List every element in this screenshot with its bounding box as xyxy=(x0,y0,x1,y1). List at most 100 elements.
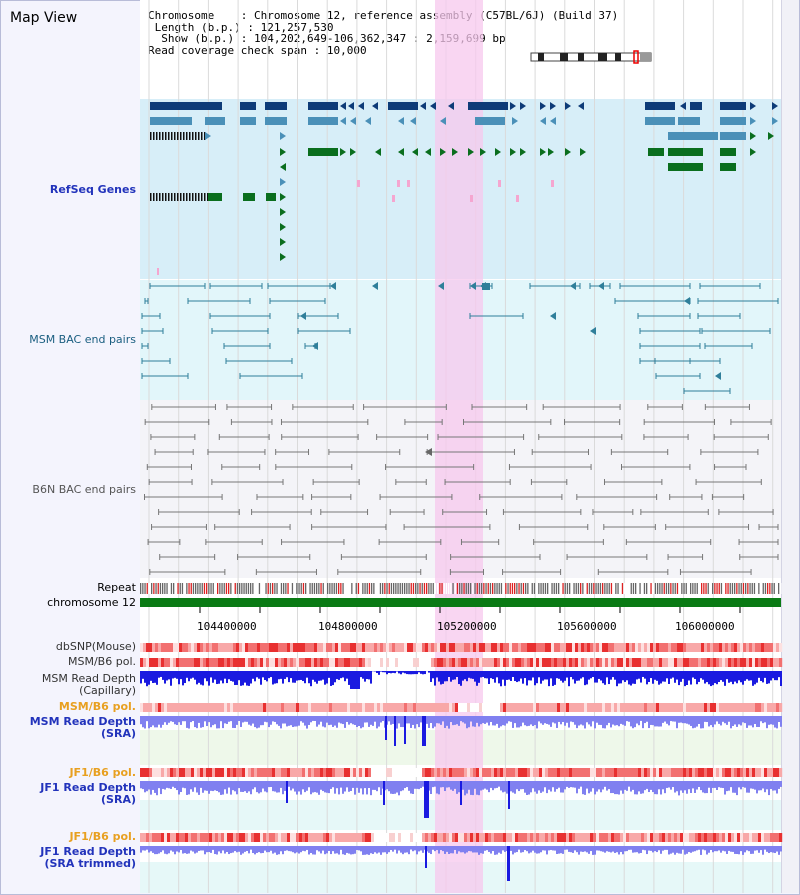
polymorphism-cell xyxy=(188,833,192,842)
polymorphism-cell xyxy=(305,658,309,667)
read-depth-bar xyxy=(352,781,354,788)
polymorphism-cell xyxy=(350,768,354,777)
read-depth-bar xyxy=(510,716,512,722)
polymorphism-cell xyxy=(254,703,258,712)
read-depth-bar xyxy=(380,781,382,795)
read-depth-bar xyxy=(172,671,174,679)
read-depth-bar xyxy=(576,781,578,794)
repeat-element xyxy=(522,583,525,594)
polymorphism-cell xyxy=(638,703,642,712)
snp-marker xyxy=(157,268,159,275)
polymorphism-cell xyxy=(557,643,561,652)
repeat-element xyxy=(496,583,498,594)
read-depth-bar xyxy=(406,781,408,788)
gene-strand-arrow xyxy=(750,148,756,156)
polymorphism-cell xyxy=(410,833,414,842)
polymorphism-cell xyxy=(425,658,429,667)
read-depth-bar xyxy=(466,716,468,729)
repeat-element xyxy=(298,583,300,594)
read-depth-bar xyxy=(362,716,364,728)
read-depth-bar xyxy=(246,671,248,686)
polymorphism-cell xyxy=(395,703,399,712)
polymorphism-cell xyxy=(503,658,507,667)
read-depth-bar xyxy=(506,671,508,680)
read-depth-bar xyxy=(568,781,570,788)
polymorphism-cell xyxy=(494,643,498,652)
read-depth-bar xyxy=(374,846,376,853)
polymorphism-cell xyxy=(713,833,717,842)
read-depth-bar xyxy=(286,671,288,678)
repeat-element xyxy=(329,583,331,594)
read-depth-bar xyxy=(274,846,276,853)
read-depth-bar xyxy=(430,781,432,795)
read-depth-bar xyxy=(378,671,380,675)
polymorphism-cell xyxy=(299,703,303,712)
polymorphism-cell xyxy=(659,658,663,667)
repeat-element xyxy=(742,583,745,594)
repeat-element xyxy=(294,583,296,594)
polymorphism-cell xyxy=(713,658,717,667)
read-depth-bar xyxy=(688,671,690,681)
repeat-element xyxy=(775,583,778,594)
polymorphism-cell xyxy=(551,833,555,842)
read-depth-bar xyxy=(194,716,196,728)
polymorphism-cell xyxy=(617,833,621,842)
read-depth-bar xyxy=(434,716,436,727)
read-depth-bar xyxy=(474,671,476,682)
polymorphism-cell xyxy=(521,703,525,712)
read-depth-bar xyxy=(592,781,594,789)
polymorphism-cell xyxy=(665,658,669,667)
read-depth-bar xyxy=(354,846,356,854)
read-depth-bar xyxy=(502,781,504,793)
read-depth-bar xyxy=(546,781,548,794)
polymorphism-cell xyxy=(461,643,465,652)
read-depth-bar xyxy=(454,781,456,789)
read-depth-bar xyxy=(512,846,514,855)
repeat-element xyxy=(419,583,421,594)
polymorphism-cell xyxy=(686,768,690,777)
polymorphism-cell xyxy=(758,658,762,667)
read-depth-bar xyxy=(274,716,276,722)
read-depth-bar xyxy=(252,716,254,724)
polymorphism-cell xyxy=(473,768,477,777)
read-depth-bar xyxy=(430,671,432,682)
read-depth-bar xyxy=(504,671,506,686)
ideogram-band xyxy=(640,53,651,61)
gene-strand-arrow xyxy=(280,208,286,216)
polymorphism-cell xyxy=(194,643,198,652)
polymorphism-cell xyxy=(497,833,501,842)
polymorphism-cell xyxy=(389,768,393,777)
polymorphism-cell xyxy=(488,768,492,777)
polymorphism-cell xyxy=(272,833,276,842)
polymorphism-cell xyxy=(365,703,369,712)
read-depth-bar xyxy=(142,716,144,728)
gene-strand-arrow xyxy=(565,148,571,156)
read-depth-bar xyxy=(206,716,208,727)
read-depth-bar xyxy=(552,781,554,788)
read-depth-bar xyxy=(768,781,770,796)
read-depth-bar xyxy=(648,671,650,683)
read-depth-bar xyxy=(216,716,218,729)
read-depth-bar xyxy=(636,781,638,795)
polymorphism-cell xyxy=(398,643,402,652)
read-depth-bar xyxy=(328,671,330,678)
repeat-element xyxy=(245,583,247,594)
read-depth-bar xyxy=(760,846,762,851)
polymorphism-cell xyxy=(737,703,741,712)
read-depth-bar xyxy=(226,846,228,853)
read-depth-bar xyxy=(272,781,274,792)
read-depth-bar xyxy=(334,781,336,794)
view-title: Map View xyxy=(10,10,78,26)
read-depth-bar xyxy=(188,781,190,795)
msm-depth-sra-label-1: MSM Read Depth xyxy=(29,715,136,728)
polymorphism-cell xyxy=(563,643,567,652)
read-depth-bar xyxy=(260,671,262,685)
vertical-scrollbar[interactable] xyxy=(781,0,799,893)
read-depth-bar xyxy=(228,846,230,855)
repeat-element xyxy=(465,583,467,594)
polymorphism-cell xyxy=(368,703,372,712)
polymorphism-cell xyxy=(572,658,576,667)
polymorphism-cell xyxy=(263,658,267,667)
read-depth-bar xyxy=(546,671,548,680)
